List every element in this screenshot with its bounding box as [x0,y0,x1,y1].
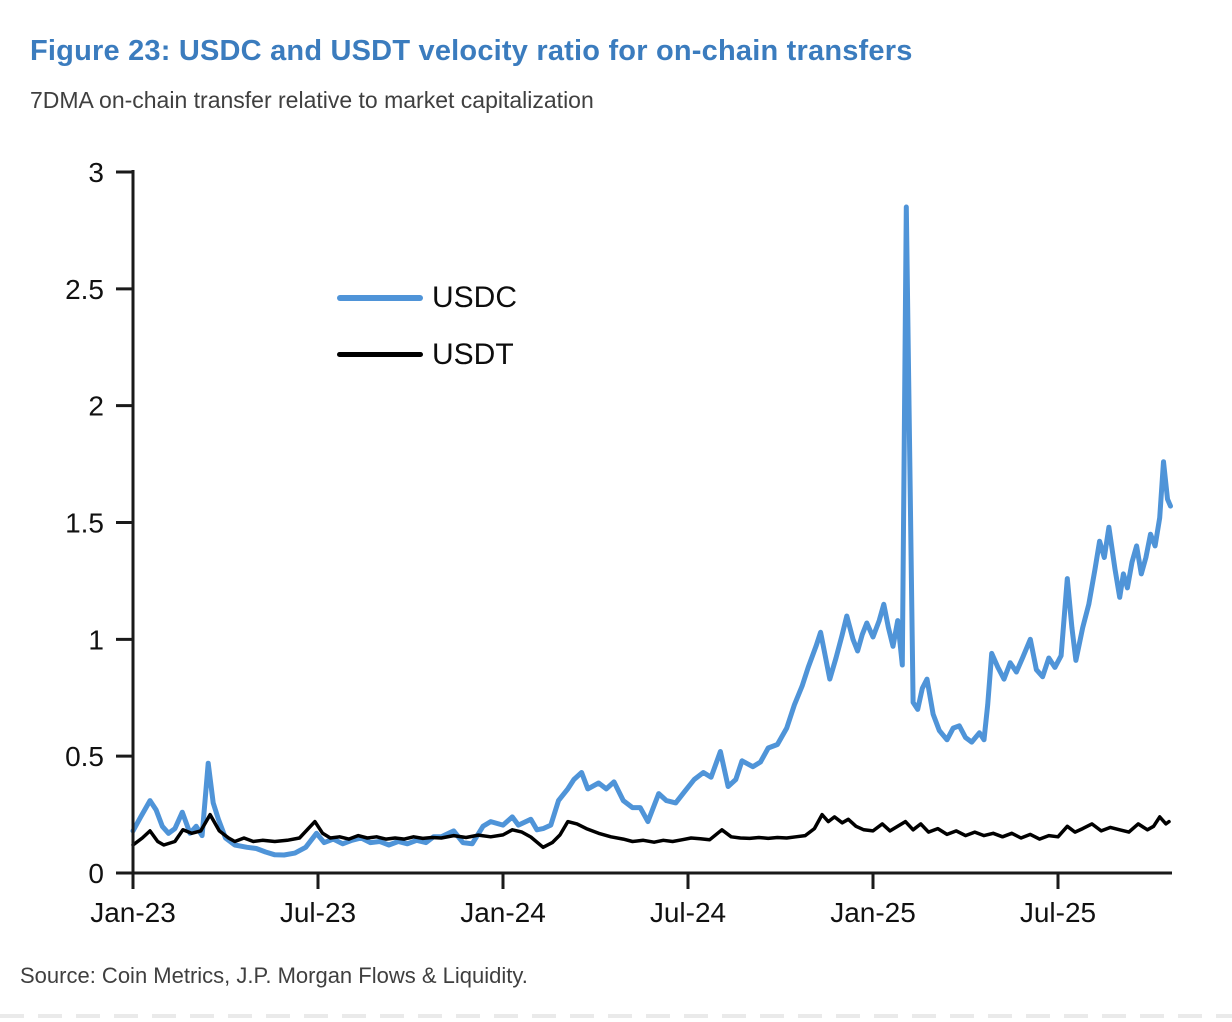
y-tick-label: 1 [88,624,104,655]
axes [116,170,1172,875]
y-tick-label: 1.5 [65,508,104,539]
legend-item-usdt: USDT [337,338,517,371]
x-tick-label: Jan-25 [830,897,916,928]
usdc-line [130,204,1173,858]
legend-label-usdc: USDC [432,280,518,314]
y-tick-label: 2.5 [65,274,104,305]
y-tick-label: 0 [88,858,104,889]
legend-item-usdc: USDC [337,281,517,314]
figure-subtitle: 7DMA on-chain transfer relative to marke… [30,87,594,113]
line-chart: 0 0.5 1 1.5 2 2.5 3 Jan-23 Jul-23 Jan-24 Jul-24 Jan… [65,157,1173,928]
figure-source: Source: Coin Metrics, J.P. Morgan Flows … [20,963,528,988]
figure-title: Figure 23: USDC and USDT velocity ratio … [30,35,913,68]
x-tick-label: Jul-25 [1020,897,1096,928]
y-tick-label: 2 [88,391,104,422]
usdc-line-swatch [337,294,423,301]
x-tick-label: Jan-24 [460,897,546,928]
usdt-line-swatch [337,352,423,357]
x-tick-label: Jul-24 [650,897,726,928]
usdt-line [131,812,1171,850]
chart-legend: USDC USDT [337,281,517,371]
x-tick-label: Jul-23 [280,897,356,928]
x-tick-label: Jan-23 [90,897,176,928]
y-tick-label: 0.5 [65,741,104,772]
legend-label-usdt: USDT [432,337,514,371]
bottom-divider [0,1014,1232,1018]
y-tick-label: 3 [88,157,104,188]
